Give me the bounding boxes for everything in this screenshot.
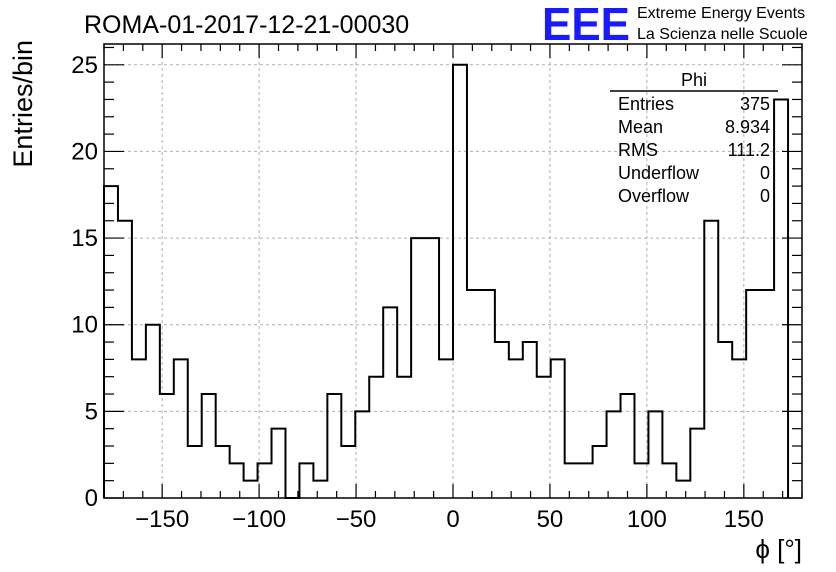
histogram-bin <box>216 446 230 498</box>
stats-box: Phi Entries 375 Mean 8.934 RMS 111.2 Underflow… <box>610 70 778 206</box>
histogram-bin <box>607 411 621 498</box>
histogram-bin <box>676 481 690 498</box>
x-axis-title: ϕ [°] <box>755 534 802 564</box>
histogram-bin <box>118 221 132 498</box>
histogram-bin <box>593 446 607 498</box>
histogram-bin <box>230 463 244 498</box>
stats-label: RMS <box>618 140 658 160</box>
histogram-bin <box>662 463 676 498</box>
stats-label: Underflow <box>618 163 700 183</box>
y-tick-label: 25 <box>71 52 98 79</box>
histogram-bin <box>551 359 565 498</box>
histogram-bin <box>732 359 746 498</box>
histogram-bin <box>272 429 286 498</box>
stats-title: Phi <box>681 70 707 90</box>
histogram-bin <box>299 463 313 498</box>
stats-value: 0 <box>760 186 770 206</box>
histogram-bin <box>621 394 635 498</box>
histogram-bin <box>509 359 523 498</box>
stats-value: 0 <box>760 163 770 183</box>
stats-value: 375 <box>740 94 770 114</box>
histogram-bin <box>634 463 648 498</box>
eee-logo: EEE Extreme Energy Events La Scienza nel… <box>542 0 808 50</box>
histogram-bin <box>369 377 383 498</box>
x-tick-label: −50 <box>336 506 377 533</box>
histogram-bin <box>327 394 341 498</box>
histogram-bin <box>704 221 718 498</box>
histogram-bin <box>481 290 495 498</box>
histogram-bin <box>495 342 509 498</box>
histogram-bin <box>355 411 369 498</box>
histogram-bin <box>648 411 662 498</box>
histogram-bin <box>160 394 174 498</box>
histogram-bin <box>425 238 439 498</box>
stats-value: 111.2 <box>728 140 770 160</box>
stats-label: Mean <box>618 117 663 137</box>
x-tick-label: 150 <box>724 506 764 533</box>
histogram-bin <box>718 342 732 498</box>
histogram-bin <box>146 325 160 498</box>
histogram-bin <box>467 290 481 498</box>
stats-label: Overflow <box>618 186 690 206</box>
histogram-bin <box>313 481 327 498</box>
histogram-bin <box>565 463 579 498</box>
eee-logo-text: EEE <box>542 0 630 50</box>
histogram-bin <box>132 359 146 498</box>
histogram-bin <box>174 359 188 498</box>
x-tick-label: 100 <box>627 506 667 533</box>
histogram-bin <box>453 65 467 498</box>
histogram-bin <box>188 446 202 498</box>
run-title: ROMA-01-2017-12-21-00030 <box>84 11 409 39</box>
histogram-bin <box>104 186 118 498</box>
y-tick-label: 15 <box>71 225 98 252</box>
stats-value: 8.934 <box>725 117 770 137</box>
histogram-bin <box>439 359 453 498</box>
x-tick-label: 50 <box>537 506 564 533</box>
logo-line-2: La Scienza nelle Scuole <box>637 26 808 43</box>
histogram-bin <box>537 377 551 498</box>
y-axis-title: Entries/bin <box>8 40 38 168</box>
x-tick-label: −100 <box>232 506 286 533</box>
histogram-bin <box>411 238 425 498</box>
y-tick-label: 0 <box>85 485 98 512</box>
histogram-bin <box>774 99 788 498</box>
stats-label: Entries <box>618 94 674 114</box>
histogram-bin <box>202 394 216 498</box>
histogram-bin <box>760 290 774 498</box>
histogram-outline <box>103 63 790 499</box>
y-tick-label: 10 <box>71 312 98 339</box>
axis-ticks <box>103 44 803 499</box>
histogram-bin <box>746 290 760 498</box>
logo-line-1: Extreme Energy Events <box>637 5 805 22</box>
y-tick-label: 5 <box>85 398 98 425</box>
histogram-bin <box>244 481 258 498</box>
histogram-bin <box>690 429 704 498</box>
histogram-bin <box>258 463 272 498</box>
histogram-bin <box>579 463 593 498</box>
tick-labels: −150 −100 −50 0 50 100 150 0 5 10 15 20 25 <box>71 52 764 533</box>
x-tick-label: −150 <box>135 506 189 533</box>
histogram-bin <box>341 446 355 498</box>
y-tick-label: 20 <box>71 138 98 165</box>
histogram-bins <box>104 65 788 498</box>
histogram-bin <box>383 307 397 498</box>
x-tick-label: 0 <box>446 506 459 533</box>
plot-frame <box>103 43 803 499</box>
histogram-bin <box>523 342 537 498</box>
histogram-bin <box>397 377 411 498</box>
